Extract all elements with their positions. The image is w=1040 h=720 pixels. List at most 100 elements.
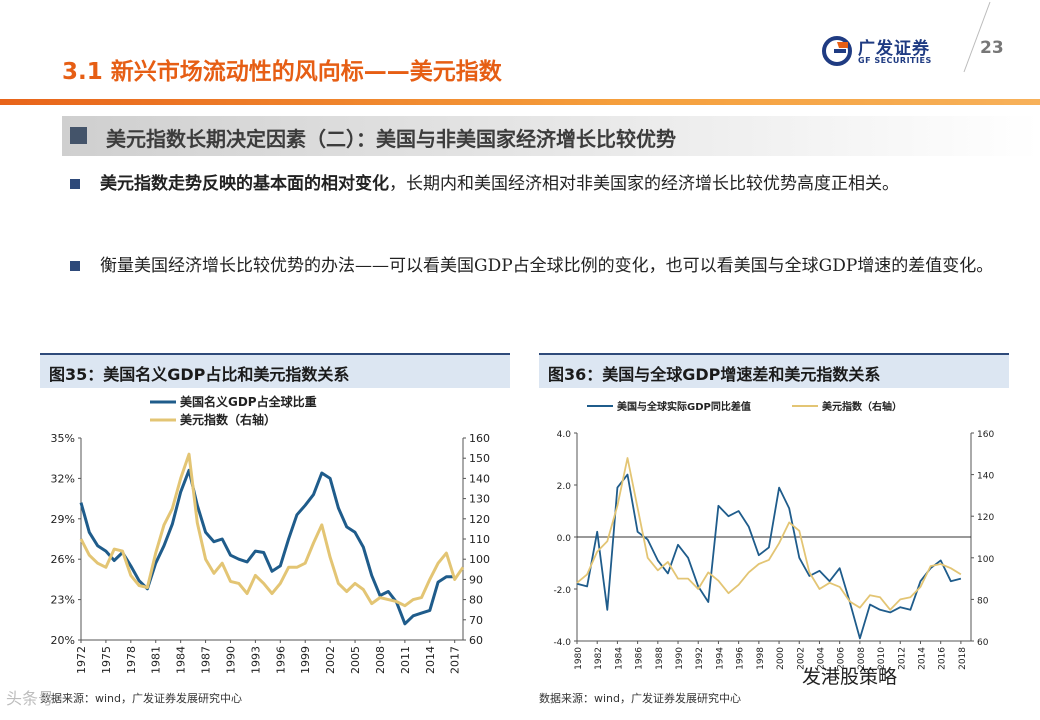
x-tick-label: 1988 [655,647,665,670]
y-tick-label-right: 140 [977,472,994,482]
chart-36: 4.0 2.0 0.0 -2.0 -4.0 160 140 120 100 80 60 1980 198… [553,400,994,670]
bullet-text: 美元指数走势反映的基本面的相对变化，长期内和美国经济相对非美国家的经济增长比较优… [100,166,1020,202]
chart-header: 图36：美国与全球GDP增速差和美元指数关系 [539,353,1009,388]
watermark-logo: 头条号 [6,689,55,708]
bullet-item: 衡量美国经济增长比较优势的办法——可以看美国GDP占全球比例的变化，也可以看美国… [70,248,1030,320]
x-tick-label: 1975 [100,646,113,674]
chart-source: 数据来源：wind，广发证券发展研究中心 [40,692,243,705]
x-tick-label: 1996 [736,647,746,670]
y-tick-label-right: 70 [469,614,483,627]
x-tick-label: 2014 [424,646,437,674]
y-tick-label-right: 160 [977,430,994,440]
chart-title: 图35：美国名义GDP占比和美元指数关系 [49,365,350,384]
y-tick-label-left: 35% [51,432,75,445]
x-tick-label: 2008 [857,647,867,670]
bullet-rest-text: 衡量美国经济增长比较优势的办法——可以看美国GDP占全球比例的变化，也可以看美国… [100,256,994,276]
y-tick-label-left: 0.0 [557,534,572,544]
logo-text-cn: 广发证券 [858,39,930,59]
gf-logo-icon [822,36,852,66]
chart-header: 图35：美国名义GDP占比和美元指数关系 [40,353,510,388]
bullet-square-icon [70,261,80,271]
y-tick-label-right: 60 [977,638,989,648]
y-tick-label-right: 90 [469,573,483,586]
legend-label: 美国名义GDP占全球比重 [180,394,317,409]
chart-panel-36: 图36：美国与全球GDP增速差和美元指数关系 4.0 2.0 0.0 -2.0 -4.0… [539,353,1009,710]
x-tick-label: 1999 [299,646,312,674]
series-line-primary [79,468,455,626]
gf-securities-logo: 广发证券 GF SECURITIES [822,34,972,70]
x-tick-label: 2002 [324,646,337,674]
watermark-text: 发港股策略 [802,666,898,688]
section-subtitle: 美元指数长期决定因素（二）：美国与非美国家经济增长比较优势 [106,127,676,151]
x-tick-label: 2002 [796,647,806,670]
x-tick-label: 1993 [249,646,262,674]
subtitle-bar [62,116,1040,156]
x-tick-label: 2018 [958,647,968,670]
y-tick-label-right: 120 [977,513,994,523]
page-number: 23 [980,38,1004,58]
x-tick-label: 1990 [675,647,685,670]
y-tick-label-right: 110 [469,533,490,546]
y-tick-label-right: 160 [469,432,490,445]
x-tick-label: 2017 [449,646,462,674]
y-tick-label-left: 23% [51,594,75,607]
x-tick-label: 2010 [877,647,887,670]
y-tick-label-right: 100 [469,553,490,566]
x-tick-label: 1980 [574,647,584,670]
x-tick-label: 2012 [897,647,907,670]
chart-source: 数据来源：wind，广发证券发展研究中心 [539,692,742,705]
y-tick-label-right: 80 [469,594,483,607]
y-tick-label-left: 20% [51,634,75,647]
x-tick-label: 2000 [776,647,786,670]
page-title: 3.1 新兴市场流动性的风向标——美元指数 [62,59,502,85]
bullet-square-icon [70,179,80,189]
y-tick-label-left: 32% [51,472,75,485]
subtitle-square-icon [70,127,87,144]
x-tick-label: 1996 [274,646,287,674]
y-tick-label-left: -2.0 [553,586,571,596]
x-tick-label: 1978 [125,646,138,674]
x-tick-label: 2004 [816,647,826,670]
y-tick-label-right: 140 [469,472,490,485]
logo-text-en: GF SECURITIES [858,56,932,65]
x-tick-label: 1994 [715,647,725,670]
chart-panel-35: 图35：美国名义GDP占比和美元指数关系 35% 32% 29% 26% 23% 20% 1… [40,353,510,710]
x-tick-label: 2014 [917,647,927,670]
y-tick-label-right: 120 [469,513,490,526]
x-tick-label: 1990 [224,646,237,674]
header-rule [0,99,1040,105]
x-tick-label: 2005 [349,646,362,674]
x-tick-label: 2011 [399,646,412,674]
bullet-item: 美元指数走势反映的基本面的相对变化，长期内和美国经济相对非美国家的经济增长比较优… [70,166,1030,238]
series-line-dollar-index [576,457,962,611]
x-tick-label: 1992 [695,647,705,670]
x-tick-label: 1987 [200,646,213,674]
legend-label: 美国与全球实际GDP同比差值 [617,400,751,413]
y-tick-label-right: 60 [469,634,483,647]
y-tick-label-left: 4.0 [557,430,572,440]
bullet-rest-text: ，长期内和美国经济相对非美国家的经济增长比较优势高度正相关。 [389,174,899,194]
x-tick-label: 2008 [374,646,387,674]
bullet-bold-text: 美元指数走势反映的基本面的相对变化 [100,174,389,194]
y-tick-label-left: 2.0 [557,482,572,492]
bullet-text: 衡量美国经济增长比较优势的办法——可以看美国GDP占全球比例的变化，也可以看美国… [100,248,1020,284]
x-tick-label: 1981 [150,646,163,674]
header-divider [963,1,991,73]
legend-label: 美元指数（右轴） [180,412,276,427]
chart-35: 35% 32% 29% 26% 23% 20% 160 150 140 130 120 110 100 9… [51,394,490,674]
y-tick-label-right: 80 [977,596,989,606]
legend-label: 美元指数（右轴） [822,400,902,413]
chart-title: 图36：美国与全球GDP增速差和美元指数关系 [548,365,881,384]
x-tick-label: 1984 [175,646,188,674]
x-tick-label: 1982 [594,647,604,670]
x-tick-label: 2006 [837,647,847,670]
x-tick-label: 2016 [938,647,948,670]
x-tick-label: 1984 [614,647,624,670]
y-tick-label-right: 130 [469,493,490,506]
y-tick-label-right: 100 [977,555,994,565]
y-tick-label-left: 29% [51,513,75,526]
series-line-primary [576,473,962,640]
x-tick-label: 1998 [756,647,766,670]
y-tick-label-left: 26% [51,553,75,566]
y-tick-label-right: 150 [469,452,490,465]
